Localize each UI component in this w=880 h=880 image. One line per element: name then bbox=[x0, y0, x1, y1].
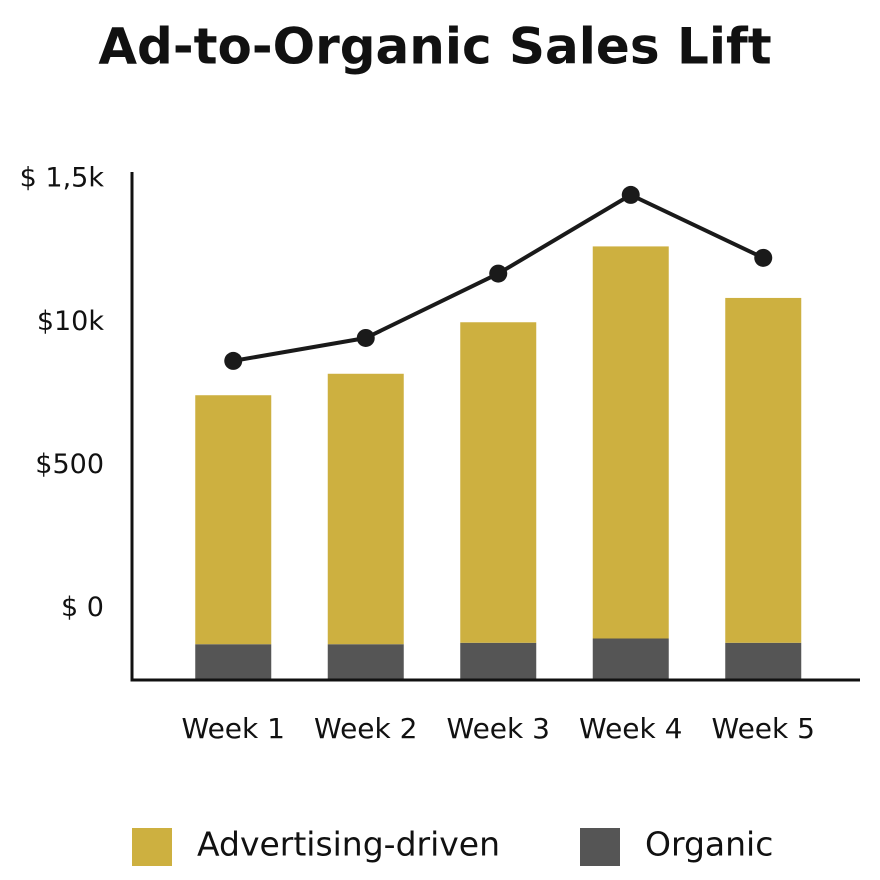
legend-label: Advertising-driven bbox=[197, 825, 500, 864]
bar-segment bbox=[592, 638, 669, 680]
bar-segment bbox=[327, 373, 404, 645]
line-point bbox=[621, 185, 640, 204]
y-tick-label: $10k bbox=[37, 306, 105, 337]
x-tick-label: Week 1 bbox=[182, 712, 285, 745]
x-tick-label: Week 3 bbox=[447, 712, 550, 745]
bar-segment bbox=[460, 322, 537, 643]
bar-segment bbox=[725, 297, 802, 643]
x-tick-label: Week 2 bbox=[314, 712, 417, 745]
bar-segment bbox=[327, 644, 404, 680]
y-tick-label: $ 1,5k bbox=[20, 163, 105, 194]
bar-segment bbox=[592, 246, 669, 639]
line-point bbox=[489, 264, 508, 283]
y-tick-label: $ 0 bbox=[61, 592, 104, 623]
y-tick-label: $500 bbox=[35, 449, 104, 480]
line-point bbox=[224, 351, 243, 370]
line-point bbox=[754, 248, 773, 267]
line-point bbox=[356, 328, 375, 347]
bar-segment bbox=[460, 642, 537, 680]
chart-title: Ad-to-Organic Sales Lift bbox=[98, 18, 771, 76]
x-tick-label: Week 4 bbox=[579, 712, 682, 745]
legend-swatch bbox=[580, 828, 620, 866]
bar-segment bbox=[195, 395, 272, 645]
bar-segment bbox=[725, 642, 802, 680]
bar-segment bbox=[195, 644, 272, 680]
x-tick-label: Week 5 bbox=[712, 712, 815, 745]
legend-label: Organic bbox=[645, 825, 773, 864]
legend-swatch bbox=[132, 828, 172, 866]
